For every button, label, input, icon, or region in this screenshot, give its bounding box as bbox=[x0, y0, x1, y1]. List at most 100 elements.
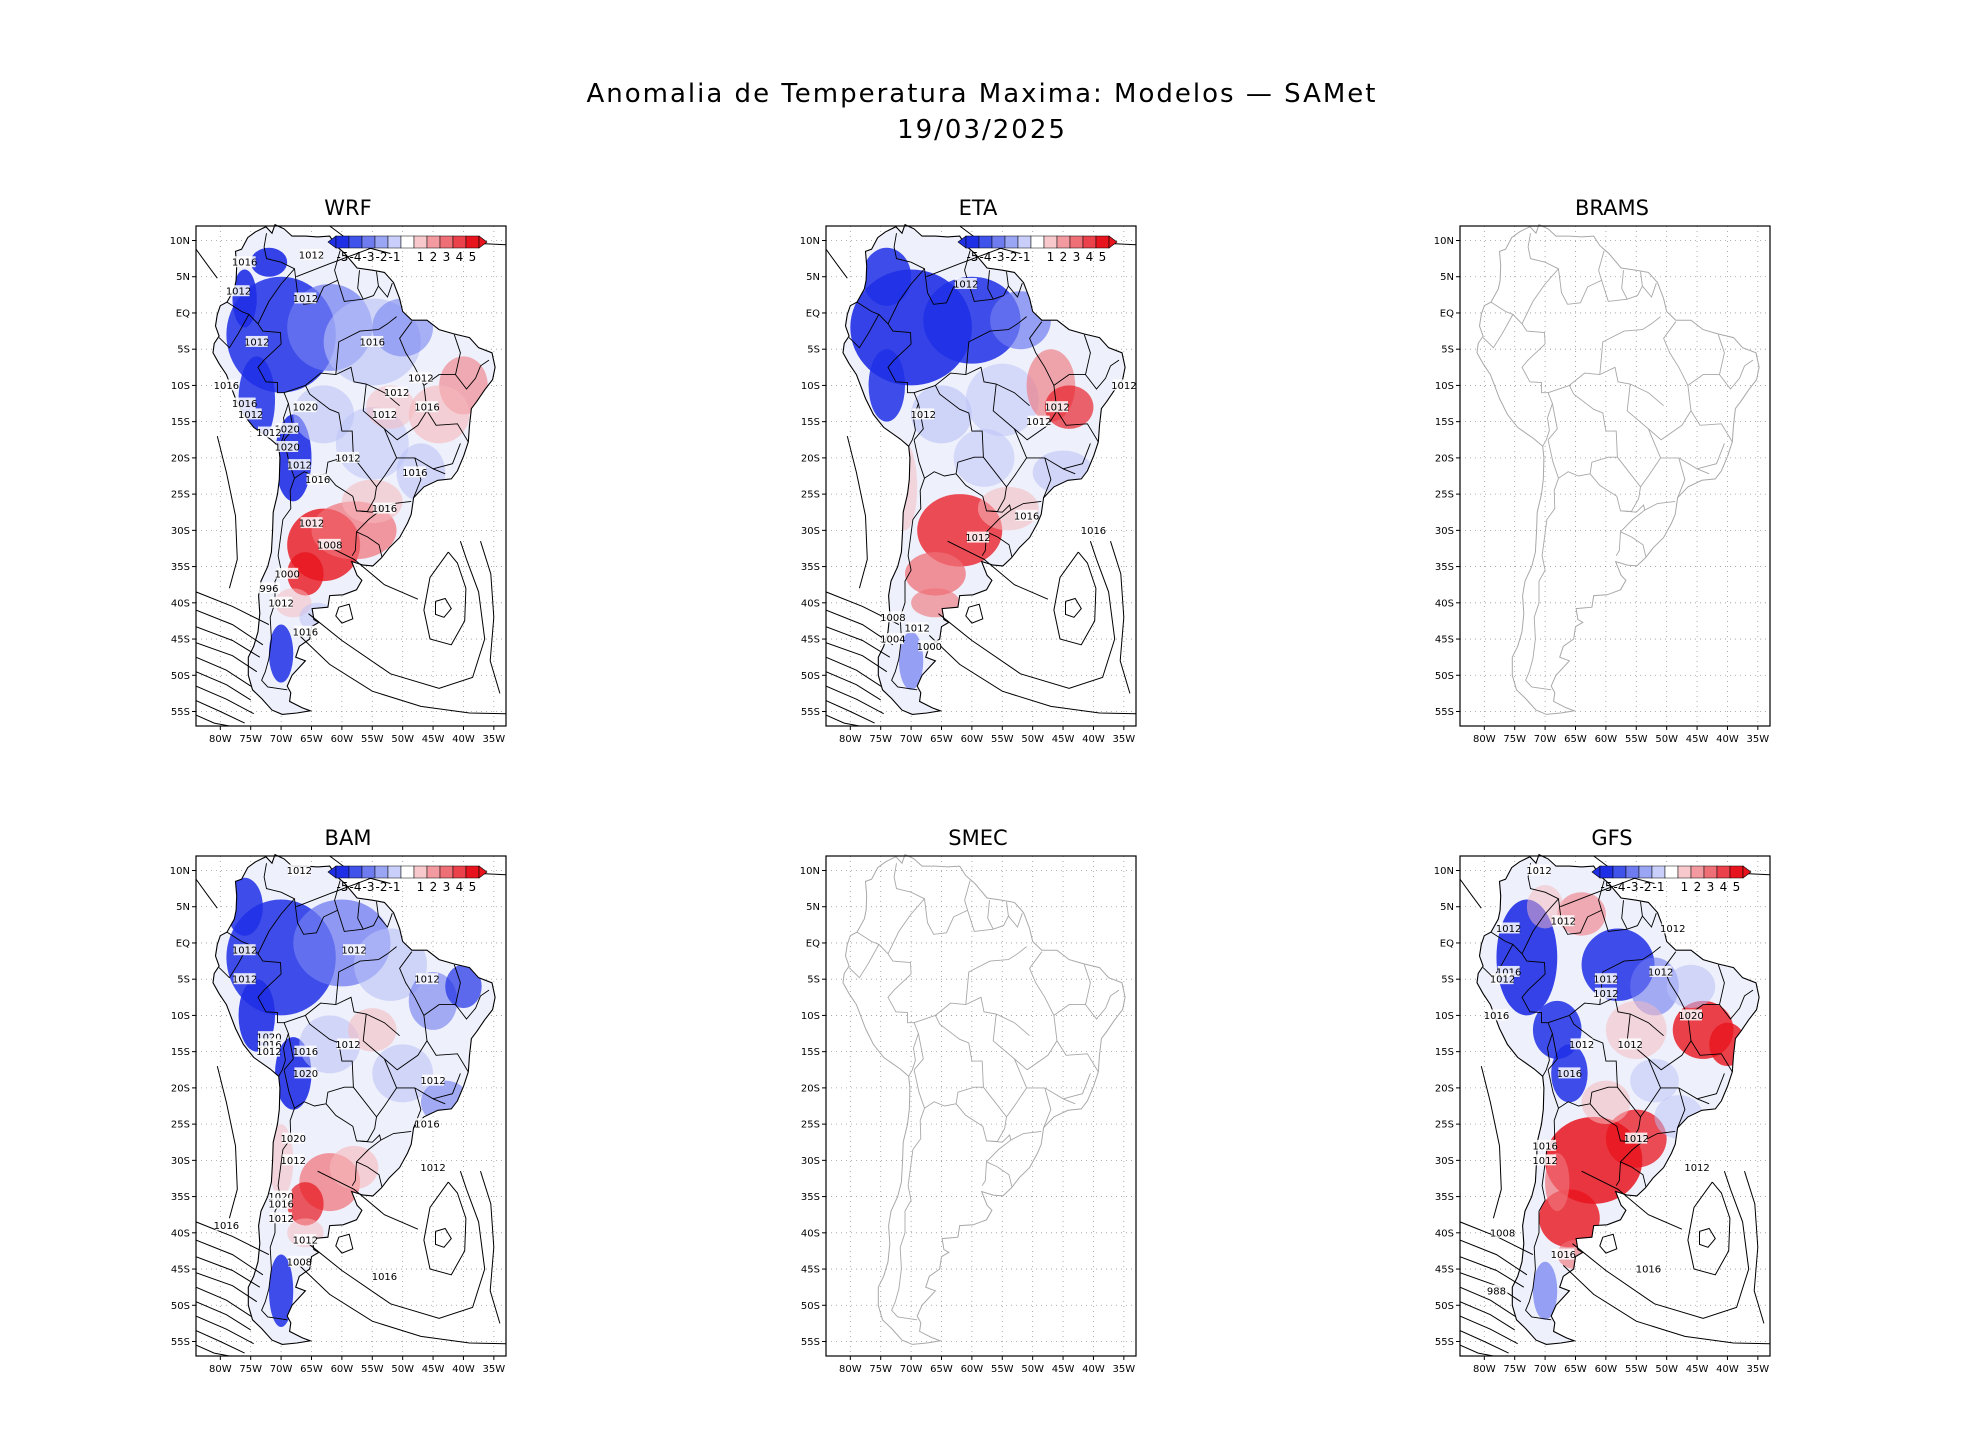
isobar-line bbox=[308, 1171, 486, 1319]
isobar-line bbox=[965, 603, 984, 624]
isobar-label: 1012 bbox=[408, 374, 433, 385]
lat-tick-label: 5S bbox=[1441, 975, 1454, 986]
isobar-line bbox=[435, 597, 452, 618]
colorbar-swatch bbox=[452, 865, 467, 879]
border-line bbox=[1558, 250, 1605, 305]
border-line bbox=[356, 1161, 383, 1188]
lon-tick-label: 70W bbox=[900, 1364, 923, 1375]
colorbar-label: 4 bbox=[1720, 880, 1728, 894]
isobar-line bbox=[1460, 1315, 1518, 1345]
border-line bbox=[1644, 1130, 1676, 1141]
isobar-label: 1016 bbox=[414, 403, 439, 414]
coastline bbox=[842, 223, 1126, 715]
title-line-1: Anomalia de Temperatura Maxima: Modelos … bbox=[586, 79, 1378, 109]
isobar-label: 1012 bbox=[1490, 975, 1515, 986]
lon-tick-label: 80W bbox=[1473, 734, 1496, 745]
border-line bbox=[987, 270, 994, 300]
isobar-line bbox=[1699, 1227, 1716, 1248]
figure-title: Anomalia de Temperatura Maxima: Modelos … bbox=[0, 76, 1964, 148]
isobar-line bbox=[826, 700, 875, 724]
lon-tick-label: 35W bbox=[1747, 734, 1770, 745]
isobar-label: 1020 bbox=[293, 1069, 318, 1080]
lat-tick-label: 5S bbox=[177, 345, 190, 356]
lon-tick-label: 45W bbox=[1686, 734, 1709, 745]
colorbar-label: -4 bbox=[350, 880, 362, 894]
border-line bbox=[294, 880, 341, 935]
isobar-label: 1012 bbox=[953, 279, 978, 290]
lat-tick-label: 25S bbox=[1435, 1120, 1454, 1131]
isobar-label: 1000 bbox=[917, 642, 942, 653]
colorbar-label: 5 bbox=[1099, 250, 1107, 264]
isobar-label: 1016 bbox=[360, 337, 385, 348]
map-frame bbox=[195, 225, 507, 727]
isobar-label: 1008 bbox=[1490, 1228, 1515, 1239]
lat-tick-label: 25S bbox=[801, 490, 820, 501]
border-line bbox=[935, 996, 1030, 1037]
isobar-label: 1012 bbox=[384, 388, 409, 399]
border-line bbox=[1006, 457, 1027, 488]
lat-tick-label: 30S bbox=[171, 526, 190, 537]
colorbar-swatch bbox=[1625, 865, 1640, 879]
isobar-label: 1016 bbox=[1496, 967, 1521, 978]
lon-tick-label: 45W bbox=[1686, 1364, 1709, 1375]
border-line bbox=[1569, 996, 1664, 1037]
border-line bbox=[1621, 270, 1628, 300]
border-line bbox=[305, 996, 400, 1037]
isobar-line bbox=[196, 1239, 264, 1276]
colorbar: -5 -4 -3 -2 -1 1 2 3 4 5 bbox=[1591, 865, 1752, 894]
anomaly-patch bbox=[275, 414, 312, 502]
border-line bbox=[891, 1108, 925, 1321]
isobar-label-bg bbox=[1112, 379, 1135, 391]
border-line bbox=[1521, 863, 1560, 954]
isobar-label-bg bbox=[361, 335, 384, 347]
lat-tick-label: 10S bbox=[1435, 381, 1454, 392]
lon-tick-label: 55W bbox=[1625, 1364, 1648, 1375]
isobar-line bbox=[1581, 1170, 1683, 1230]
isobar-label-bg bbox=[282, 1132, 305, 1144]
colorbar-swatch bbox=[1095, 235, 1110, 249]
isobar-label-bg bbox=[336, 1038, 359, 1050]
border-line bbox=[848, 314, 880, 349]
border-line bbox=[1043, 457, 1052, 498]
colorbar-label: -2 bbox=[1640, 880, 1652, 894]
lat-tick-label: 10S bbox=[801, 381, 820, 392]
colorbar-swatch bbox=[1069, 235, 1084, 249]
anomaly-patch bbox=[911, 385, 972, 444]
panel-eta: ETA 1012 1012 1012 1012 1016 1012 1012 1016 1008… bbox=[800, 196, 1148, 756]
isobar-label: 1012 bbox=[335, 453, 360, 464]
lon-tick-label: 50W bbox=[1021, 1364, 1044, 1375]
colorbar-label: 1 bbox=[1047, 250, 1055, 264]
isobar-label: 1012 bbox=[341, 946, 366, 957]
border-line bbox=[351, 1134, 382, 1186]
isobar-line bbox=[1460, 1239, 1528, 1276]
isobar-label-bg bbox=[1534, 1154, 1557, 1166]
isobar-label-bg bbox=[1594, 973, 1617, 985]
anomaly-patch bbox=[1581, 1080, 1631, 1125]
anomaly-patch bbox=[905, 552, 966, 596]
isobar-label: 1012 bbox=[281, 1156, 306, 1167]
anomaly-patch bbox=[299, 1015, 361, 1074]
lat-tick-label: 20S bbox=[1435, 1083, 1454, 1094]
lon-tick-label: 75W bbox=[1503, 734, 1526, 745]
lat-tick-label: 55S bbox=[801, 1337, 820, 1348]
border-line bbox=[1053, 964, 1091, 1016]
isobar-label-bg bbox=[415, 1118, 438, 1130]
border-line bbox=[1601, 901, 1643, 932]
border-line bbox=[1547, 1033, 1558, 1071]
isobar-label-bg bbox=[318, 538, 341, 550]
isobar-label: 1012 bbox=[238, 410, 263, 421]
anomaly-patch bbox=[329, 1145, 379, 1190]
lon-tick-label: 40W bbox=[1082, 1364, 1105, 1375]
isobar-label-bg bbox=[300, 517, 323, 529]
border-line bbox=[986, 531, 1013, 558]
isobar-label-bg bbox=[1637, 1263, 1660, 1275]
coastline bbox=[212, 853, 496, 1345]
colorbar-swatch bbox=[978, 235, 993, 249]
lat-tick-label: 5N bbox=[1440, 272, 1454, 283]
isobar-line bbox=[1460, 1330, 1509, 1354]
lon-tick-label: 80W bbox=[209, 1364, 232, 1375]
lon-tick-label: 55W bbox=[991, 734, 1014, 745]
lat-tick-label: EQ bbox=[1440, 308, 1454, 319]
colorbar-swatch bbox=[361, 865, 376, 879]
